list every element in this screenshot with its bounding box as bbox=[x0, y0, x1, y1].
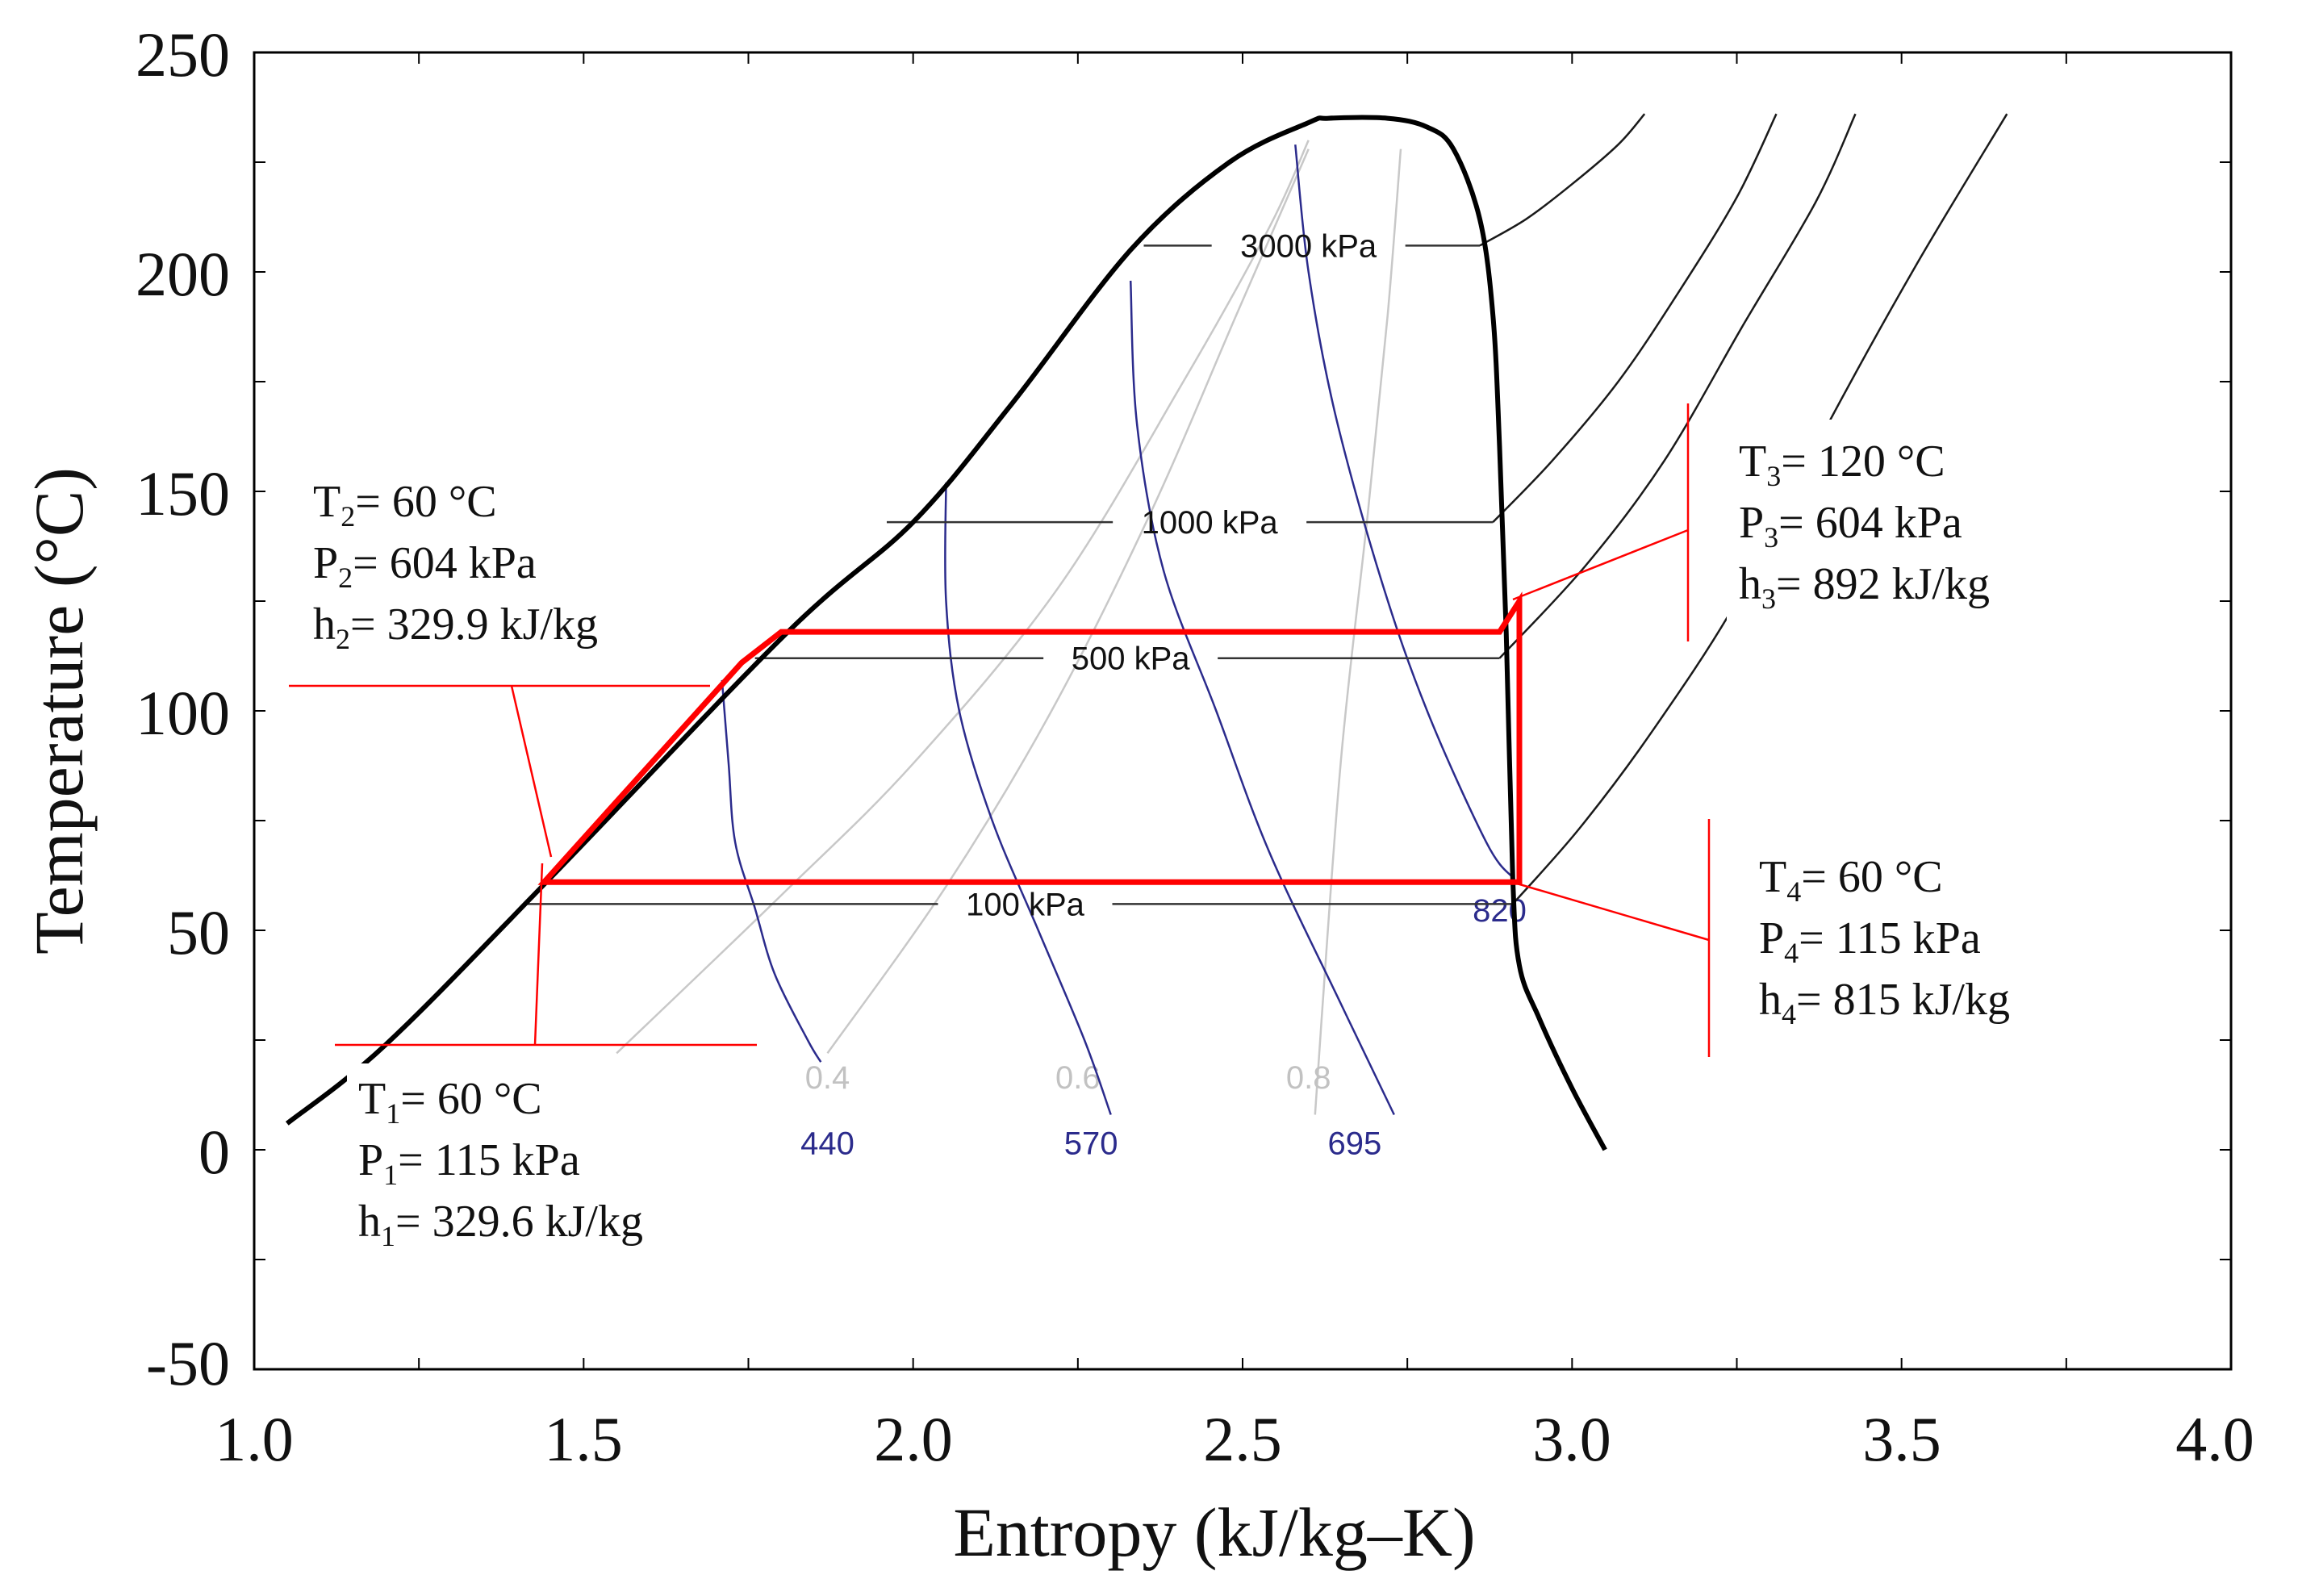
x-tick-label: 1.0 bbox=[215, 1404, 294, 1474]
quality-label: 0.4 bbox=[805, 1060, 850, 1096]
isobar-superheat-500-kPa bbox=[1498, 113, 1857, 659]
y-tick-label: 100 bbox=[136, 678, 230, 748]
enthalpy-label: 570 bbox=[1064, 1126, 1118, 1161]
enthalpy-line-440 bbox=[721, 679, 822, 1063]
quality-line-0.4 bbox=[616, 140, 1310, 1055]
state-1-temperature: T1= 60 °C bbox=[358, 1074, 542, 1130]
state-1-annotation: T1= 60 °C P1= 115 kPa h1= 329.6 kJ/kg bbox=[347, 1063, 742, 1265]
x-tick-label: 3.0 bbox=[1532, 1404, 1611, 1474]
state-2-pressure: P2= 604 kPa bbox=[313, 538, 537, 594]
quality-line-0.8 bbox=[1314, 148, 1402, 1115]
state-3-annotation: T3= 120 °C P3= 604 kPa h3= 892 kJ/kg bbox=[1727, 420, 2066, 621]
state-4-box bbox=[1743, 839, 2074, 1041]
callout-state-2 bbox=[289, 684, 710, 858]
y-tick-label: 150 bbox=[136, 458, 230, 529]
y-tick-label: -50 bbox=[146, 1328, 230, 1398]
enthalpy-label: 695 bbox=[1327, 1126, 1381, 1161]
state-2-temperature: T2= 60 °C bbox=[313, 477, 497, 533]
x-axis-label: Entropy (kJ/kg–K) bbox=[953, 1494, 1475, 1571]
callout-state-3 bbox=[1512, 403, 1690, 641]
x-tick-label: 2.0 bbox=[874, 1404, 953, 1474]
saturation-dome bbox=[285, 115, 1607, 1151]
quality-label: 0.8 bbox=[1286, 1060, 1331, 1096]
state-4-annotation: T4= 60 °C P4= 115 kPa h4= 815 kJ/kg bbox=[1743, 839, 2074, 1041]
isobar-label: 3000 kPa bbox=[1240, 228, 1377, 264]
enthalpy-line-695 bbox=[1129, 280, 1395, 1116]
state-2-annotation: T2= 60 °C P2= 604 kPa h2= 329.9 kJ/kg bbox=[303, 464, 662, 666]
state-3-enthalpy: h3= 892 kJ/kg bbox=[1739, 559, 1990, 615]
isobar-label: 1000 kPa bbox=[1142, 505, 1279, 541]
y-tick-label: 0 bbox=[198, 1117, 230, 1187]
y-tick-labels: 250 200 150 100 50 0 -50 bbox=[136, 19, 230, 1398]
y-tick-label: 200 bbox=[136, 239, 230, 309]
isobar-superheat-1000-kPa bbox=[1492, 113, 1778, 523]
state-4-enthalpy: h4= 815 kJ/kg bbox=[1759, 975, 2010, 1030]
saturation-curve bbox=[285, 115, 1607, 1151]
isobar-label: 500 kPa bbox=[1072, 641, 1191, 677]
state-4-temperature: T4= 60 °C bbox=[1759, 852, 1943, 908]
rankine-cycle bbox=[537, 591, 1523, 885]
state-1-enthalpy: h1= 329.6 kJ/kg bbox=[358, 1197, 643, 1252]
state-1-pressure: P1= 115 kPa bbox=[358, 1135, 580, 1191]
callout-state-1 bbox=[335, 863, 757, 1047]
quality-label: 0.6 bbox=[1055, 1060, 1101, 1096]
enthalpy-line-570 bbox=[944, 483, 1112, 1115]
cycle-path bbox=[537, 591, 1523, 885]
state-2-enthalpy: h2= 329.9 kJ/kg bbox=[313, 600, 598, 655]
enthalpy-line-820 bbox=[1294, 144, 1514, 879]
quality-line-0.6 bbox=[826, 148, 1310, 1055]
tick-marks bbox=[253, 52, 2232, 1370]
state-1-box bbox=[347, 1063, 742, 1265]
x-tick-labels: 1.0 1.5 2.0 2.5 3.0 3.5 4.0 bbox=[215, 1404, 2254, 1474]
quality-lines: 0.4 0.6 0.8 bbox=[616, 140, 1402, 1115]
y-tick-label: 50 bbox=[167, 897, 230, 967]
state-callouts bbox=[289, 403, 1711, 1057]
isobar-superheat-3000-kPa bbox=[1479, 113, 1646, 247]
x-tick-label: 1.5 bbox=[544, 1404, 623, 1474]
state-2-box bbox=[303, 464, 662, 666]
x-tick-label: 3.5 bbox=[1862, 1404, 1941, 1474]
state-3-box bbox=[1727, 420, 2066, 621]
callout-state-4 bbox=[1516, 819, 1711, 1057]
y-tick-label: 250 bbox=[136, 19, 230, 90]
enthalpy-label: 440 bbox=[800, 1126, 854, 1161]
x-tick-label: 2.5 bbox=[1203, 1404, 1282, 1474]
x-tick-label: 4.0 bbox=[2175, 1404, 2254, 1474]
y-axis-label: Temperature (°C) bbox=[20, 467, 98, 955]
isobar-label: 100 kPa bbox=[966, 887, 1085, 922]
